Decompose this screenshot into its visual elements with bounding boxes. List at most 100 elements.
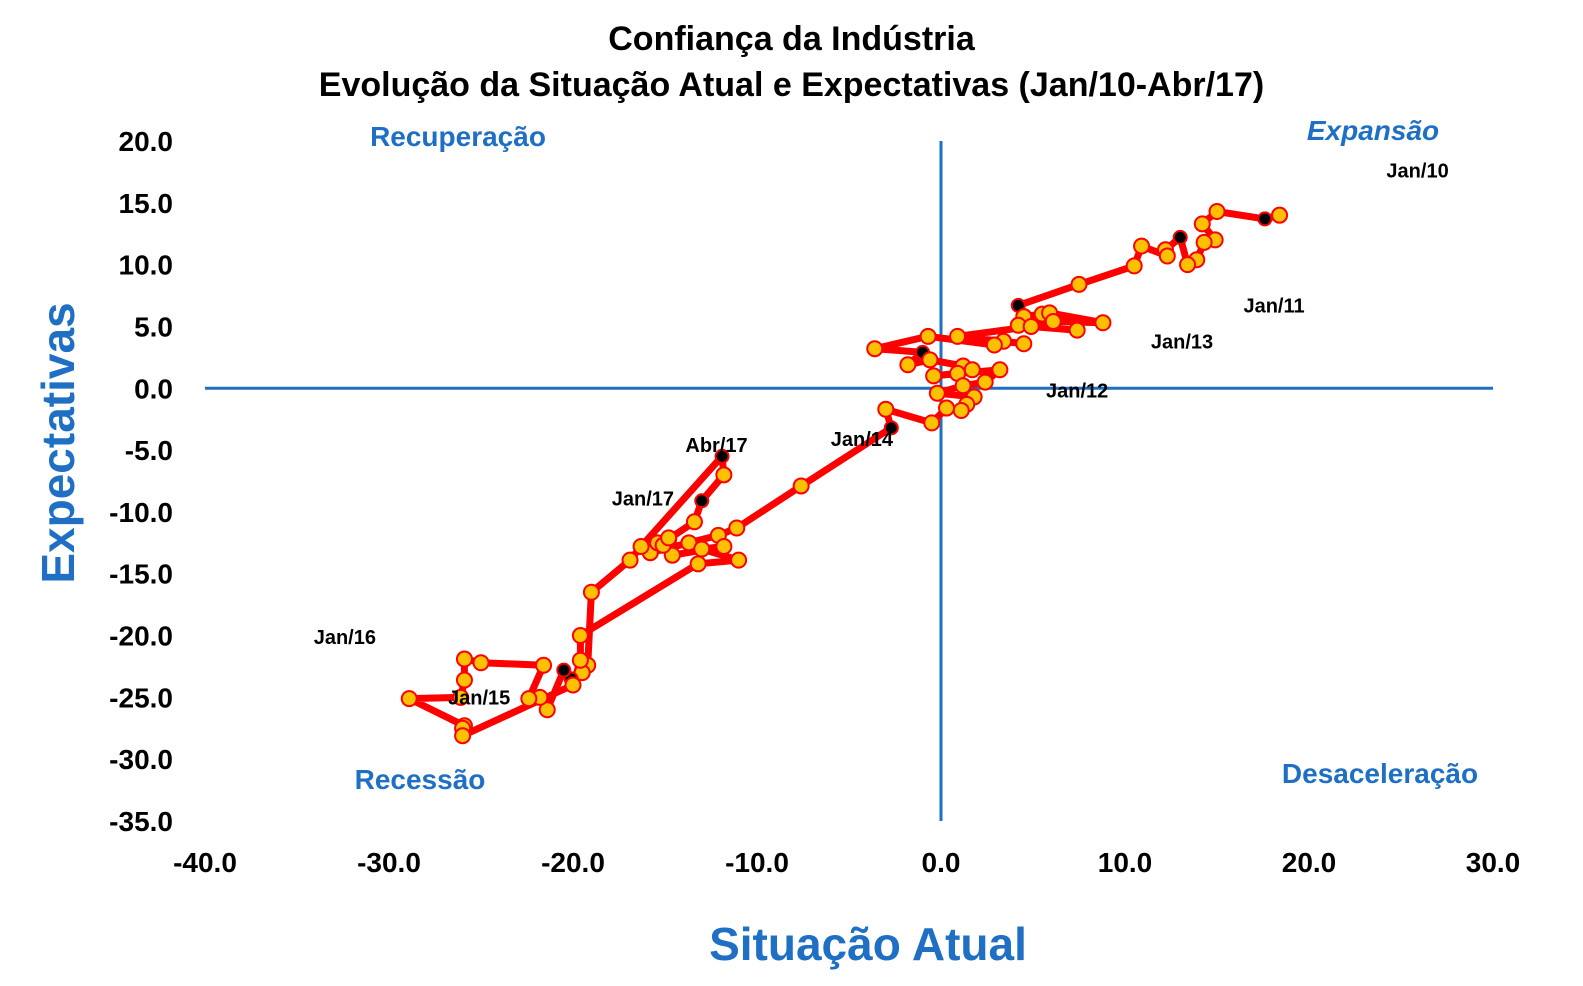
quadrant-label-bottom-left: Recessão (355, 764, 486, 795)
data-point (452, 688, 470, 706)
data-point (991, 361, 1009, 379)
data-point (685, 513, 703, 531)
point-annotation: Jan/12 (1046, 381, 1108, 403)
quadrant-label-top-right: Expansão (1307, 115, 1439, 146)
x-tick-label: -40.0 (173, 847, 237, 878)
y-tick-label: -5.0 (125, 435, 173, 466)
quadrant-label-bottom-right: Desaceleração (1282, 758, 1478, 789)
series-line (405, 208, 1284, 740)
series-layer (400, 202, 1289, 745)
data-point (952, 402, 970, 420)
highlight-point (714, 448, 730, 464)
data-point (660, 529, 678, 547)
data-point (455, 671, 473, 689)
y-tick-label: 20.0 (119, 126, 174, 157)
y-tick-label: -20.0 (109, 621, 173, 652)
point-annotation: Jan/16 (314, 627, 376, 649)
x-tick-label: -30.0 (357, 847, 421, 878)
point-annotation: Jan/10 (1386, 161, 1448, 183)
point-annotation: Abr/17 (685, 435, 747, 457)
point-annotation: Jan/14 (831, 429, 894, 451)
data-point (923, 414, 941, 432)
labels-layer: Jan/10 Jan/11 Jan/13 Jan/12 Jan/14 Abr/17 Jan/… (314, 161, 1449, 710)
data-point (985, 336, 1003, 354)
point-annotation: Jan/17 (612, 488, 674, 510)
data-point (925, 367, 943, 385)
x-tick-label: 0.0 (922, 847, 961, 878)
data-point (571, 627, 589, 645)
data-point (1193, 215, 1211, 233)
quadrant-label-top-left: Recuperação (370, 121, 546, 152)
data-point (1208, 202, 1226, 220)
data-point (963, 361, 981, 379)
data-point (621, 551, 639, 569)
data-point (1133, 237, 1151, 255)
data-point (520, 690, 538, 708)
y-tick-label: 10.0 (119, 250, 174, 281)
y-tick-label: 15.0 (119, 188, 174, 219)
data-point (455, 650, 473, 668)
data-point (1068, 321, 1086, 339)
data-point (564, 676, 582, 694)
highlight-point (1257, 211, 1273, 227)
data-point (949, 327, 967, 345)
data-point (1015, 335, 1033, 353)
data-point (1070, 275, 1088, 293)
data-point (928, 384, 946, 402)
data-point (976, 373, 994, 391)
y-tick-label: -30.0 (109, 744, 173, 775)
y-axis-title: Expectativas (32, 302, 84, 583)
data-point (715, 538, 733, 556)
y-tick-label: -25.0 (109, 682, 173, 713)
x-tick-label: -10.0 (725, 847, 789, 878)
y-tick-label: 0.0 (134, 373, 173, 404)
data-point (400, 690, 418, 708)
data-point (866, 340, 884, 358)
data-point (938, 399, 956, 417)
data-point (538, 701, 556, 719)
data-point (571, 651, 589, 669)
y-tick-label: -15.0 (109, 559, 173, 590)
y-tick-label: 5.0 (134, 311, 173, 342)
data-point (919, 327, 937, 345)
data-point (1158, 247, 1176, 265)
axes-layer (205, 141, 1493, 821)
y-tick-label: -10.0 (109, 497, 173, 528)
x-axis-title: Situação Atual (709, 918, 1027, 970)
data-point (632, 538, 650, 556)
data-point (535, 656, 553, 674)
chart-subtitle: Evolução da Situação Atual e Expectativa… (318, 66, 1265, 104)
point-annotation: Jan/15 (448, 687, 510, 709)
data-point (954, 377, 972, 395)
data-point (877, 400, 895, 418)
x-tick-label: 30.0 (1466, 847, 1521, 878)
data-point (728, 519, 746, 537)
point-annotation: Jan/13 (1151, 331, 1213, 353)
highlight-point (1172, 229, 1188, 245)
data-point (1179, 256, 1197, 274)
data-point (899, 356, 917, 374)
data-point (1044, 313, 1062, 331)
data-point (1195, 233, 1213, 251)
x-tick-label: 20.0 (1282, 847, 1337, 878)
chart-title: Confiança da Indústria (608, 20, 975, 58)
data-point (792, 477, 810, 495)
data-point (472, 654, 490, 672)
point-annotation: Jan/11 (1243, 295, 1304, 317)
data-point (921, 351, 939, 369)
x-tick-label: -20.0 (541, 847, 605, 878)
data-point (582, 583, 600, 601)
data-point (730, 551, 748, 569)
data-point (1271, 206, 1289, 224)
data-point (689, 555, 707, 573)
data-point (693, 540, 711, 558)
data-point (1022, 317, 1040, 335)
y-tick-label: -35.0 (109, 806, 173, 837)
highlight-point (694, 493, 710, 509)
data-point (454, 727, 472, 745)
data-point (1125, 257, 1143, 275)
highlight-point (883, 420, 899, 436)
data-point (715, 466, 733, 484)
highlight-point (556, 662, 572, 678)
